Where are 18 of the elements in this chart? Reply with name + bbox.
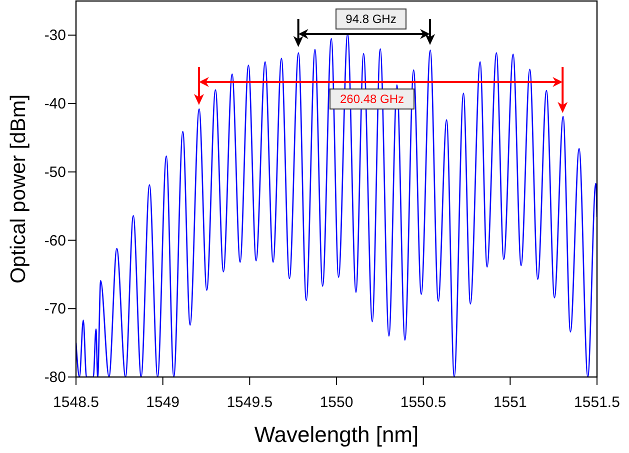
x-tick-label: 1549.5 bbox=[226, 394, 273, 411]
x-tick-label: 1551 bbox=[493, 394, 527, 411]
y-axis-title: Optical power [dBm] bbox=[7, 94, 30, 284]
annotation: 94.8 GHz bbox=[346, 12, 396, 26]
x-tick-label: 1551.5 bbox=[574, 394, 620, 411]
x-tick-label: 1550.5 bbox=[400, 394, 446, 411]
x-tick-label: 1549 bbox=[146, 394, 180, 411]
x-tick-label: 1550 bbox=[320, 394, 354, 411]
y-tick-label: -70 bbox=[44, 300, 66, 318]
x-axis-title: Wavelength [nm] bbox=[254, 422, 419, 447]
line-series bbox=[76, 33, 597, 377]
annotation: 260.48 GHz bbox=[340, 92, 404, 106]
y-tick-label: -40 bbox=[44, 96, 66, 113]
y-tick-label: -60 bbox=[44, 232, 66, 250]
y-tick-label: -80 bbox=[44, 369, 66, 386]
y-tick-label: -30 bbox=[44, 27, 66, 44]
x-tick-label: 1548.5 bbox=[53, 394, 99, 411]
y-tick-label: -50 bbox=[44, 164, 66, 181]
